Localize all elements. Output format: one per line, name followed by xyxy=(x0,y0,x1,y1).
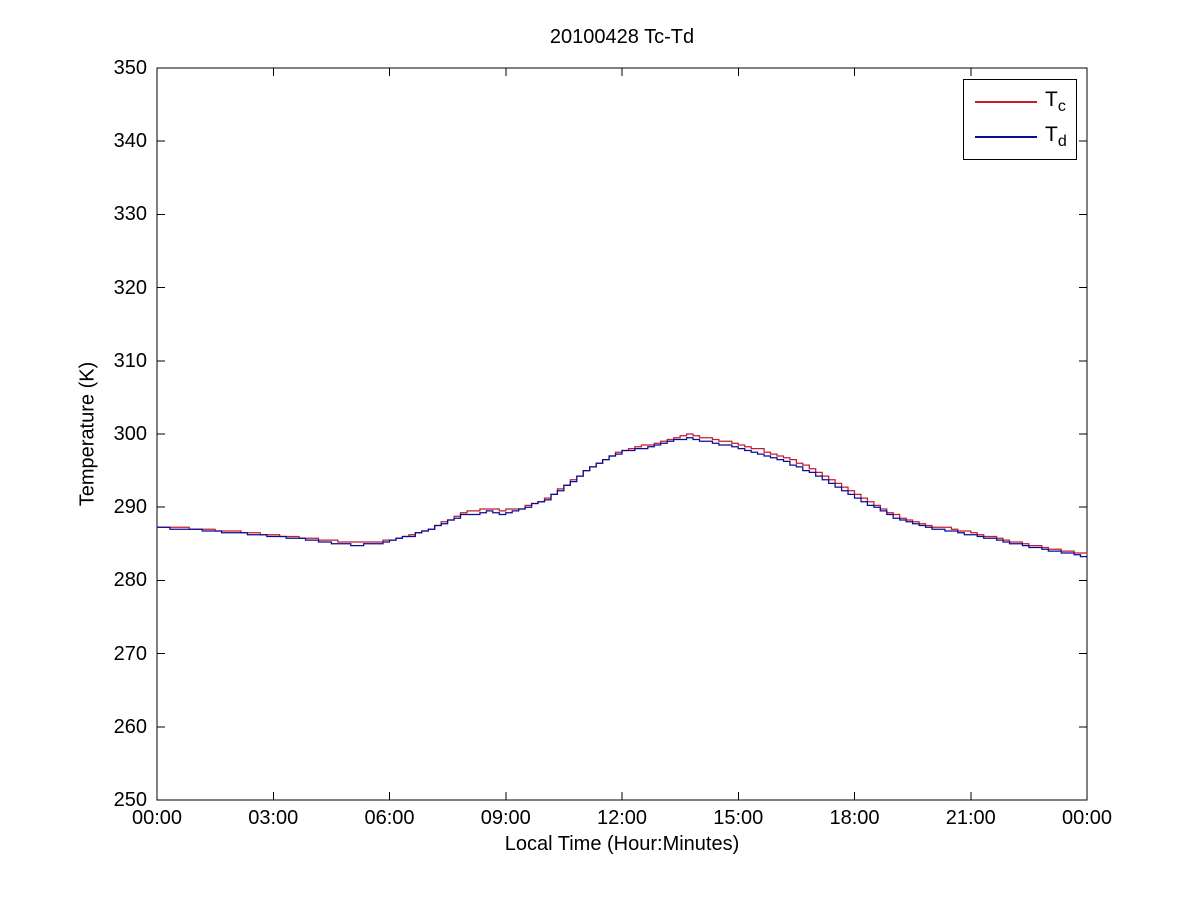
tc-label: Tc xyxy=(1045,87,1066,115)
td-line-swatch xyxy=(975,136,1037,139)
y-tick-label: 330 xyxy=(113,203,147,226)
tc-line-swatch xyxy=(975,100,1037,103)
y-tick-label: 300 xyxy=(113,423,147,445)
td-label: Td xyxy=(1045,123,1067,151)
x-tick-label: 06:00 xyxy=(364,807,415,829)
x-tick-label: 00:00 xyxy=(1061,807,1113,829)
series-line-tc xyxy=(157,433,1088,555)
y-tick-label: 320 xyxy=(113,276,147,299)
x-tick-label: 00:00 xyxy=(131,807,183,829)
series-line-td xyxy=(157,437,1087,558)
y-tick-label: 340 xyxy=(113,130,147,153)
legend-entry-td: Td xyxy=(964,120,1076,154)
y-tick-label: 310 xyxy=(113,349,147,372)
legend: Tc Td xyxy=(963,79,1077,160)
x-tick-label: 03:00 xyxy=(248,807,299,829)
y-tick-label: 350 xyxy=(113,57,147,79)
y-tick-label: 250 xyxy=(113,789,147,811)
x-tick-label: 21:00 xyxy=(945,807,996,829)
y-tick-label: 270 xyxy=(113,642,147,665)
axis-box xyxy=(156,67,1088,801)
x-axis-label: Local Time (Hour:Minutes) xyxy=(504,833,740,855)
y-tick-label: 280 xyxy=(113,569,147,592)
x-tick-label: 12:00 xyxy=(596,807,648,829)
x-tick-label: 18:00 xyxy=(829,807,880,829)
legend-entry-tc: Tc xyxy=(964,85,1076,119)
chart-title: 20100428 Tc-Td xyxy=(549,26,695,48)
x-tick-label: 15:00 xyxy=(713,807,764,829)
x-tick-label: 09:00 xyxy=(480,807,531,829)
y-tick-label: 260 xyxy=(113,715,147,738)
y-tick-label: 290 xyxy=(113,496,147,519)
